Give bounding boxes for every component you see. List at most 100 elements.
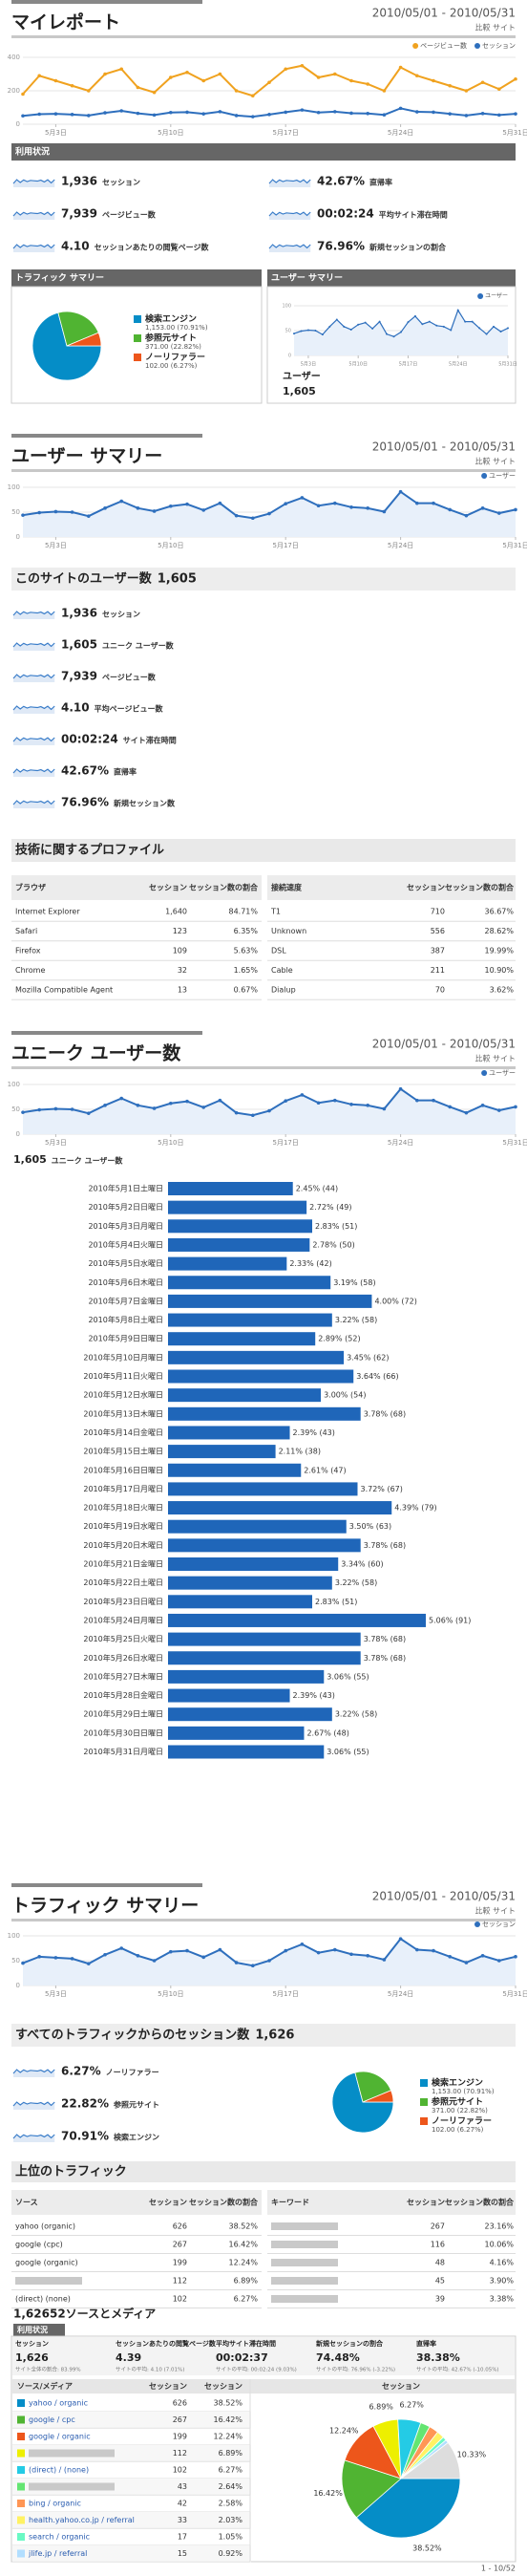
pie-slice	[355, 2478, 461, 2539]
line-point	[267, 113, 271, 117]
table-header-bg	[12, 2379, 515, 2394]
line-point	[234, 1961, 239, 1964]
metric-sub: サイトの平均: 00:02:24 (9.03%)	[216, 2366, 297, 2373]
line-point	[448, 1955, 453, 1959]
legend-label: ユーザー	[489, 1069, 516, 1077]
x-tick-label: 5月17日	[273, 1139, 299, 1147]
line-point	[432, 110, 435, 115]
x-tick-label: 5月3日	[45, 129, 67, 137]
line-point	[507, 327, 509, 330]
line-point	[87, 89, 91, 93]
table-cell: 42	[178, 2500, 187, 2508]
table-cell: 3.90%	[490, 2277, 515, 2286]
bar-category: 2010年5月21日金曜日	[83, 1559, 163, 1569]
sparkline	[12, 800, 55, 805]
row-stripe	[12, 2444, 251, 2462]
table-header-bg	[267, 2190, 516, 2215]
bar-value-label: 3.22% (58)	[335, 1578, 377, 1587]
table-cell: T1	[270, 908, 281, 916]
line-point	[398, 1937, 403, 1941]
sparkline-area	[13, 738, 55, 745]
bar-category: 2010年5月27日木曜日	[83, 1671, 163, 1681]
line-point	[21, 92, 25, 97]
bar	[168, 1369, 354, 1384]
bar-category: 2010年5月23日日曜日	[83, 1597, 163, 1606]
bar-value-label: 3.78% (68)	[364, 1541, 406, 1550]
table-cell: 28.62%	[484, 927, 514, 935]
bar-value-label: 3.06% (55)	[327, 1672, 369, 1681]
bar-value-label: 2.78% (50)	[312, 1240, 354, 1249]
table-cell: 70	[435, 986, 445, 995]
sparkline-area	[13, 675, 55, 682]
tab: 利用状況	[16, 2325, 48, 2334]
x-tick-label: 5月31日	[498, 362, 517, 368]
row-stripe	[12, 2544, 251, 2563]
metric-sub: サイトの平均: 76.96% (-3.22%)	[316, 2366, 395, 2373]
bar-value-label: 3.64% (66)	[356, 1372, 398, 1381]
line-point	[316, 1950, 321, 1955]
table-header-bg	[267, 875, 516, 900]
metric-value: 00:02:37	[216, 2351, 268, 2364]
y-tick-label: 50	[11, 1957, 20, 1964]
bar	[168, 1182, 293, 1195]
bar	[168, 1669, 325, 1684]
line-point	[300, 1093, 305, 1097]
line-point	[53, 1106, 58, 1111]
stat-label: 参照元サイト	[113, 2100, 159, 2110]
table-cell: Chrome	[15, 966, 45, 975]
stat-label: ページビュー数	[102, 673, 157, 682]
line-point	[218, 1098, 222, 1103]
section-title: ユニーク ユーザー数	[11, 1042, 181, 1064]
legend-label: ユーザー	[489, 472, 516, 480]
redacted-cell	[29, 2449, 115, 2458]
y-tick-label: 0	[16, 1982, 20, 1989]
bar-category: 2010年5月6日木曜日	[88, 1277, 163, 1287]
line-point	[316, 504, 321, 508]
table-cell: 3.62%	[490, 986, 515, 995]
table-cell: 199	[173, 2259, 187, 2267]
box-metric-value: 1,605	[283, 385, 316, 397]
y-tick-label: 100	[8, 1932, 20, 1940]
line-point	[493, 325, 495, 328]
legend-label: 検索エンジン	[145, 313, 197, 325]
line-point	[234, 89, 239, 93]
x-tick-label: 5月3日	[45, 1990, 67, 1998]
x-tick-label: 5月24日	[388, 1990, 413, 1998]
table-cell: 32	[178, 966, 187, 975]
line-point	[333, 110, 337, 114]
bar	[168, 1519, 347, 1534]
metric-title: 新規セッションの割合	[315, 2339, 384, 2348]
title-rule	[11, 1919, 516, 1921]
table-cell: 4.16%	[490, 2259, 515, 2267]
line-point	[185, 1948, 189, 1953]
table-cell: (direct) / (none)	[29, 2466, 89, 2475]
row-swatch	[17, 2516, 25, 2524]
table-cell: 3.38%	[490, 2295, 515, 2304]
stat-value: 76.96%	[61, 796, 109, 809]
line-point	[136, 1954, 140, 1958]
pie-label: 12.24%	[329, 2426, 359, 2435]
line-point	[152, 1106, 157, 1110]
line-point	[37, 1107, 41, 1112]
legend-swatch	[481, 1070, 488, 1076]
title-block	[11, 434, 202, 438]
bar	[168, 1538, 361, 1553]
table-header: ソース	[15, 2199, 38, 2207]
line-point	[333, 1098, 337, 1103]
bar	[168, 1745, 325, 1759]
line-point	[251, 1113, 255, 1118]
bar-category: 2010年5月12日水曜日	[83, 1390, 163, 1400]
stat-label: ノーリファラー	[106, 2069, 159, 2077]
compare-label: 比較 サイト	[474, 23, 516, 32]
table-header: セッション数の割合	[189, 883, 259, 892]
line-point	[415, 1947, 419, 1952]
y-tick-label: 100	[8, 1081, 20, 1088]
tab-bg	[13, 2324, 65, 2336]
bar-category: 2010年5月8日土曜日	[88, 1315, 163, 1324]
table-cell: 84.71%	[228, 908, 258, 916]
line-point	[87, 514, 91, 518]
x-tick-label: 5月31日	[502, 129, 527, 137]
title-block	[11, 1883, 202, 1887]
sparkline	[12, 611, 55, 616]
table-cell: Unknown	[271, 927, 306, 935]
